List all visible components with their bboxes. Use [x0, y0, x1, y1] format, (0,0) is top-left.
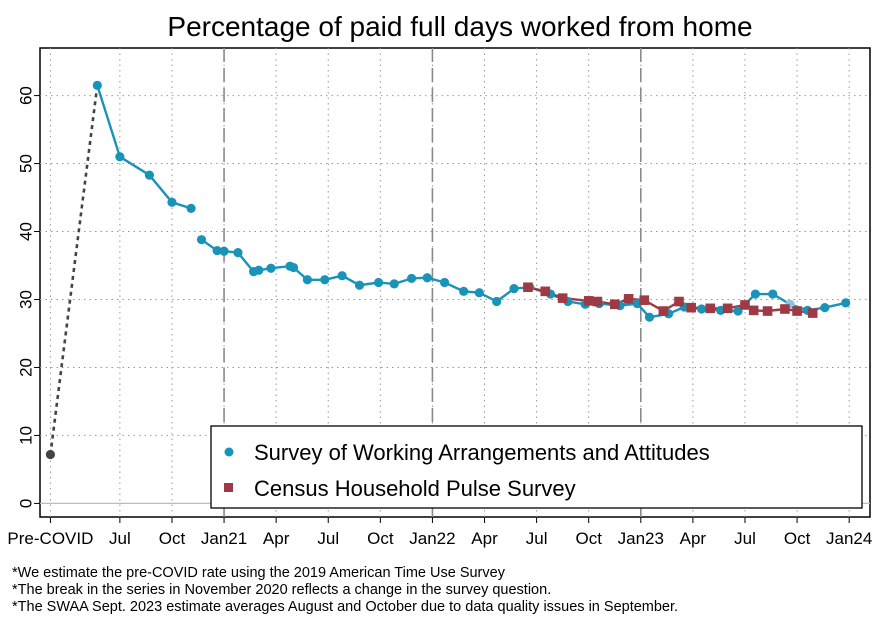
swaa-point	[750, 289, 760, 299]
swaa-point	[212, 245, 222, 256]
census-point	[686, 302, 696, 313]
census-point	[792, 306, 802, 316]
x-tick-label: Jan24	[826, 529, 872, 548]
swaa-point	[841, 298, 851, 308]
y-tick-label: 30	[17, 290, 36, 309]
legend-box	[210, 425, 863, 509]
census-point	[557, 293, 568, 303]
census-point	[722, 303, 733, 314]
swaa-point	[389, 279, 399, 289]
swaa-point	[354, 280, 365, 290]
legend-marker-census	[224, 483, 233, 492]
census-point	[658, 306, 669, 316]
swaa-point	[144, 170, 154, 180]
plot-frame	[39, 47, 871, 518]
footnote-1: *We estimate the pre-COVID rate using th…	[12, 565, 505, 581]
census-point	[674, 296, 684, 307]
legend: Survey of Working Arrangements and Attit…	[210, 425, 863, 509]
x-tick-label: Apr	[263, 529, 290, 548]
census-point	[623, 294, 634, 304]
legend-label-swaa: Survey of Working Arrangements and Attit…	[254, 440, 710, 465]
footnote-2: *The break in the series in November 202…	[12, 582, 552, 598]
swaa-point	[288, 262, 299, 273]
swaa-point	[696, 304, 707, 314]
census-point	[740, 300, 750, 310]
x-tick-label: Apr	[680, 529, 707, 548]
swaa-point	[219, 246, 229, 256]
swaa-point	[266, 263, 276, 273]
swaa-point	[337, 271, 347, 281]
census-point	[705, 303, 716, 314]
swaa-point	[186, 203, 196, 214]
swaa-point	[373, 277, 384, 288]
x-tick-label: Oct	[159, 529, 186, 548]
swaa-point	[768, 289, 778, 299]
swaa-point	[459, 286, 469, 296]
axis-layer: 0 10 20 30 40 50 60 Pre-COVID Jul Oct Jan21 Apr Jul O…	[7, 86, 872, 548]
swaa-point	[233, 247, 243, 258]
x-tick-label: Jul	[109, 529, 131, 548]
swaa-point	[115, 152, 125, 162]
swaa-point	[406, 273, 417, 284]
x-tick-label: Apr	[471, 529, 498, 548]
census-point	[609, 299, 620, 310]
x-tick-label: Jul	[526, 529, 548, 548]
x-tick-label: Pre-COVID	[7, 529, 93, 548]
census-point	[583, 296, 594, 306]
swaa-point	[492, 296, 502, 307]
census-point	[780, 304, 790, 314]
y-tick-label: 50	[17, 154, 36, 173]
swaa-point	[474, 288, 484, 298]
x-tick-label: Jan21	[201, 529, 247, 548]
chart: Percentage of paid full days worked from…	[7, 11, 872, 548]
census-point	[523, 282, 533, 293]
census-point	[807, 308, 818, 318]
swaa-point	[439, 277, 450, 288]
census-point	[639, 295, 650, 305]
x-tick-label: Jan22	[409, 529, 455, 548]
swaa-point	[422, 273, 432, 283]
swaa-point	[820, 303, 830, 313]
swaa-point	[302, 275, 313, 285]
swaa-line-segment-1	[96, 85, 192, 210]
chart-title: Percentage of paid full days worked from…	[167, 11, 752, 42]
x-tick-label: Oct	[575, 529, 602, 548]
swaa-point	[167, 197, 177, 207]
swaa-point	[644, 312, 655, 322]
legend-marker-swaa	[224, 447, 234, 457]
footnote-3: *The SWAA Sept. 2023 estimate averages A…	[12, 599, 679, 615]
swaa-point	[92, 80, 102, 90]
precovid-connector	[49, 85, 99, 455]
legend-label-census: Census Household Pulse Survey	[254, 476, 576, 501]
x-tick-label: Jan23	[618, 529, 664, 548]
y-tick-label: 10	[17, 426, 36, 445]
series-layer	[45, 80, 851, 460]
y-tick-label: 0	[17, 499, 36, 508]
swaa-point	[320, 275, 330, 285]
x-tick-label: Jul	[734, 529, 756, 548]
y-tick-label: 40	[17, 222, 36, 241]
census-point	[762, 306, 773, 316]
census-point	[748, 305, 759, 316]
y-tick-label: 60	[17, 86, 36, 105]
x-tick-label: Jul	[317, 529, 339, 548]
precovid-point	[45, 449, 56, 460]
census-point	[540, 286, 551, 297]
x-tick-label: Oct	[784, 529, 811, 548]
x-tick-label: Oct	[367, 529, 394, 548]
swaa-point	[196, 235, 207, 245]
swaa-point	[509, 284, 519, 294]
swaa-point	[254, 265, 264, 275]
y-tick-label: 20	[17, 358, 36, 377]
census-point	[592, 296, 603, 307]
